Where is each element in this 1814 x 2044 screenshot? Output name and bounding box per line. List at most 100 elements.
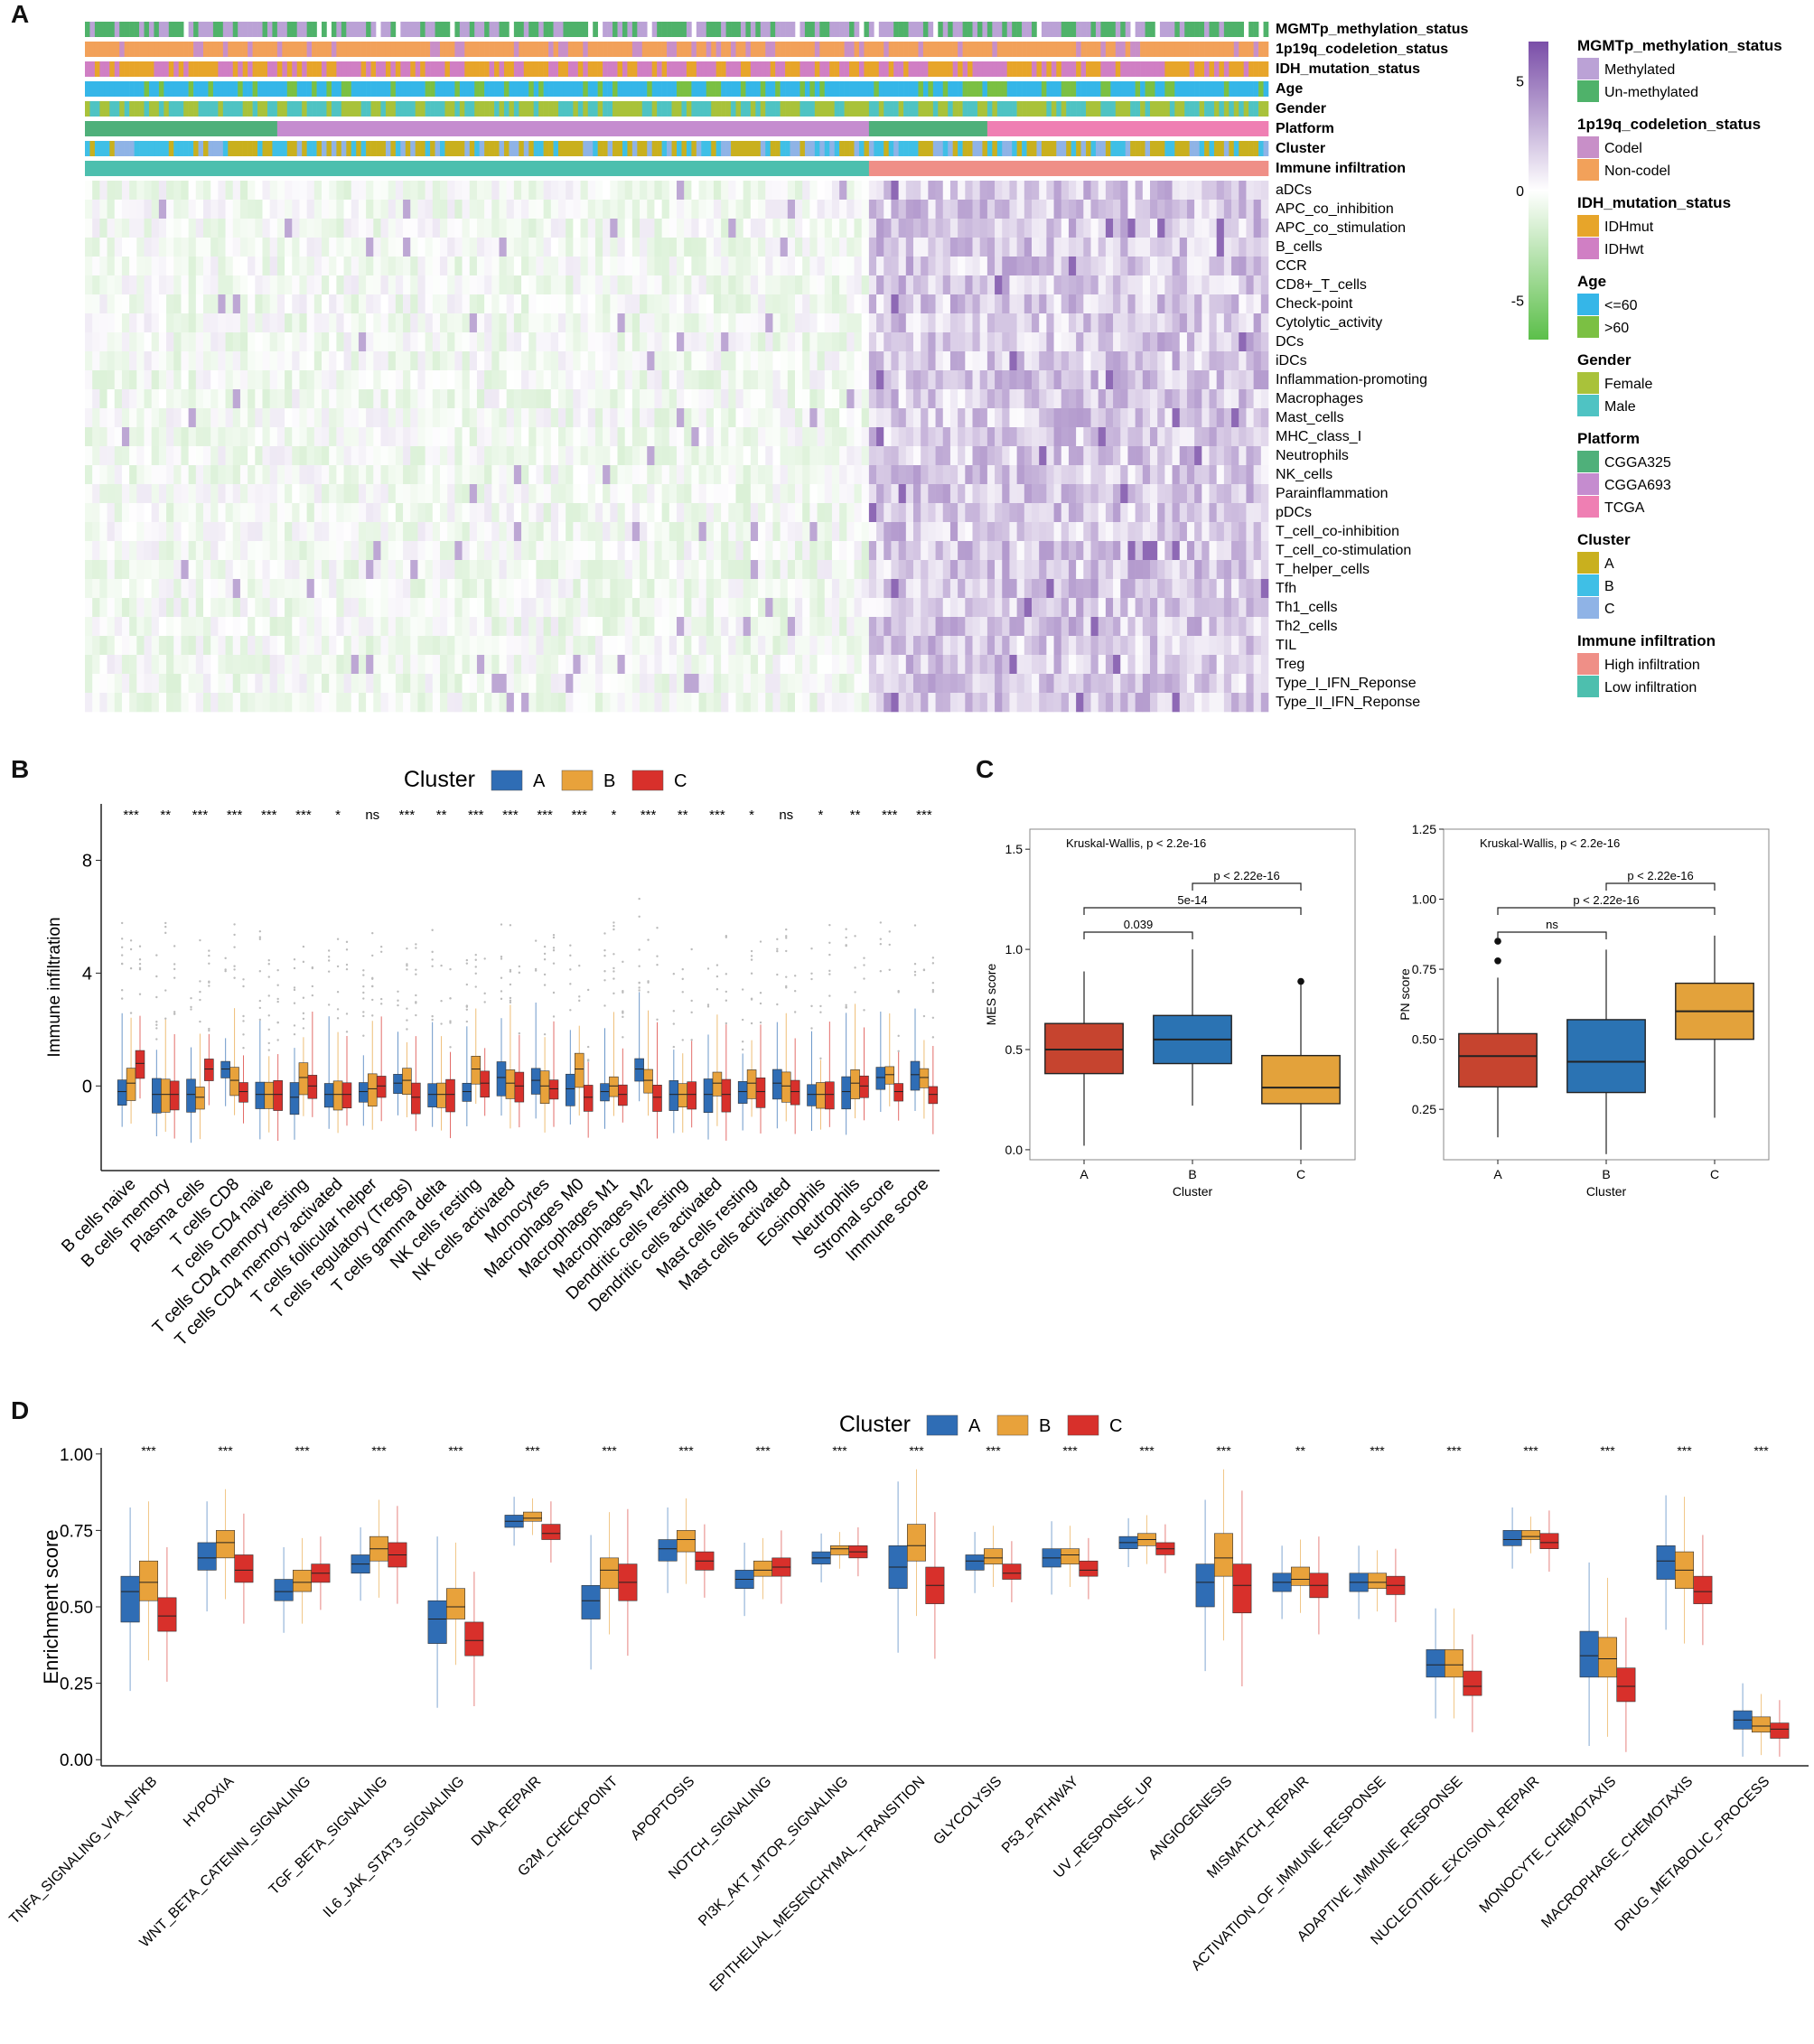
heatmap-cell	[979, 465, 988, 485]
heatmap-cell	[1246, 579, 1254, 599]
heatmap-cell	[1216, 560, 1225, 580]
annotation-segment	[430, 141, 435, 156]
heatmap-cell	[1216, 219, 1225, 238]
heatmap-cell	[1009, 370, 1017, 390]
heatmap-cell	[269, 313, 278, 333]
heatmap-cell	[861, 427, 870, 447]
annotation-cell	[928, 101, 934, 117]
heatmap-cell	[454, 238, 463, 257]
heatmap-cell	[558, 294, 566, 314]
annotation-cell	[183, 101, 189, 117]
heatmap-cell	[1061, 484, 1070, 504]
heatmap-cell	[995, 294, 1003, 314]
annotation-cell	[597, 101, 603, 117]
heatmap-cell	[158, 427, 167, 447]
annotation-cell	[509, 61, 515, 77]
heatmap-cell	[313, 313, 323, 333]
heatmap-cell	[1053, 408, 1062, 428]
heatmap-cell	[1009, 408, 1017, 428]
heatmap-cell	[306, 446, 315, 466]
annotation-segment	[212, 141, 219, 156]
heatmap-cell	[691, 560, 699, 580]
annotation-cell	[824, 42, 830, 57]
heatmap-cell	[876, 332, 884, 352]
heatmap-cell	[521, 275, 529, 295]
heatmap-cell	[395, 408, 404, 428]
heatmap-cell	[654, 579, 662, 599]
annotation-segment	[874, 141, 880, 156]
annotation-cell	[854, 101, 860, 117]
heatmap-cell	[647, 541, 655, 561]
heatmap-cell	[1002, 484, 1010, 504]
annotation-segment	[755, 141, 762, 156]
heatmap-cell	[269, 389, 278, 409]
annotation-cell	[1115, 42, 1121, 57]
heatmap-cell	[262, 389, 270, 409]
heatmap-cell	[949, 560, 958, 580]
annotation-cell	[203, 101, 209, 117]
heatmap-cell	[255, 408, 263, 428]
heatmap-cell	[92, 389, 100, 409]
annotation-segment	[513, 141, 519, 156]
annotation-cell	[306, 61, 313, 77]
heatmap-cell	[85, 370, 93, 390]
annotation-cell	[898, 42, 904, 57]
annotation-segment	[780, 141, 786, 156]
annotation-cell	[1076, 81, 1081, 97]
heatmap-cell	[891, 219, 899, 238]
heatmap-cell	[403, 219, 411, 238]
annotation-cell	[775, 42, 781, 57]
heatmap-cell	[1186, 238, 1195, 257]
heatmap-cell	[506, 484, 515, 504]
annotation-segment	[1076, 141, 1081, 156]
annotation-cell	[1233, 101, 1239, 117]
annotation-cell	[449, 101, 455, 117]
heatmap-cell	[647, 427, 655, 447]
heatmap-cell	[809, 200, 818, 219]
heatmap-cell	[1083, 446, 1091, 466]
annotation-cell	[795, 101, 800, 117]
heatmap-cell	[395, 238, 404, 257]
heatmap-cell	[1032, 294, 1040, 314]
heatmap-cell	[979, 294, 988, 314]
heatmap-cell	[1202, 427, 1210, 447]
heatmap-cell	[1172, 238, 1181, 257]
heatmap-cell	[1231, 446, 1239, 466]
annotation-cell	[400, 22, 407, 37]
heatmap-cell	[1260, 389, 1269, 409]
annotation-cell	[696, 101, 702, 117]
heatmap-cell	[839, 200, 847, 219]
heatmap-cell	[506, 275, 515, 295]
heatmap-cell	[1024, 541, 1033, 561]
annotation-cell	[296, 81, 303, 97]
annotation-cell	[198, 22, 204, 37]
heatmap-cell	[454, 560, 463, 580]
annotation-segment	[577, 141, 584, 156]
heatmap-cell	[366, 541, 374, 561]
heatmap-cell	[136, 503, 145, 523]
heatmap-cell	[868, 484, 877, 504]
heatmap-cell	[336, 598, 344, 618]
heatmap-cell	[1246, 351, 1254, 371]
heatmap-cell	[765, 219, 773, 238]
heatmap-cell	[417, 408, 425, 428]
heatmap-cell	[121, 275, 130, 295]
heatmap-cell	[292, 370, 300, 390]
heatmap-cell	[661, 427, 670, 447]
heatmap-cell	[603, 351, 611, 371]
annotation-segment	[750, 141, 756, 156]
heatmap-cell	[343, 200, 352, 219]
annotation-cell	[834, 61, 840, 77]
annotation-cell	[1145, 42, 1151, 57]
heatmap-cell	[928, 200, 936, 219]
heatmap-cell	[417, 238, 425, 257]
heatmap-cell	[1150, 181, 1158, 201]
heatmap-cell	[1231, 238, 1239, 257]
heatmap-cell	[1246, 446, 1254, 466]
heatmap-cell	[647, 408, 655, 428]
annotation-cell	[376, 61, 381, 77]
annotation-cell	[104, 101, 110, 117]
heatmap-cell	[232, 427, 241, 447]
heatmap-cell	[772, 332, 781, 352]
heatmap-cell	[1009, 503, 1017, 523]
